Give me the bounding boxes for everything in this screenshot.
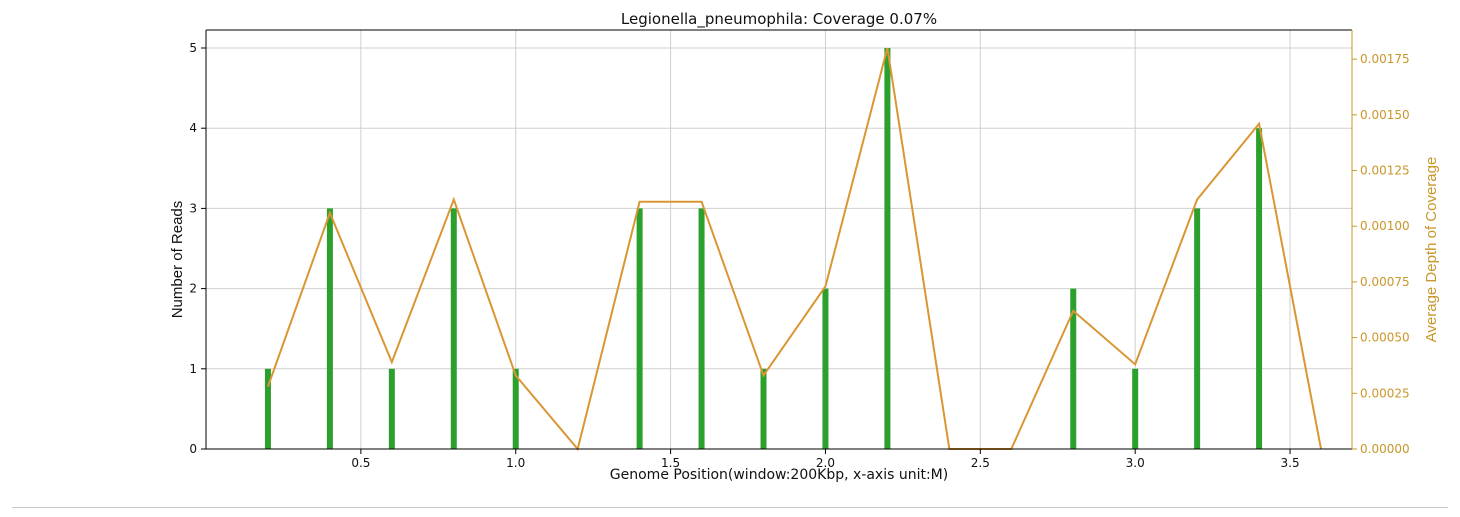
x-tick-label: 2.0: [816, 456, 835, 470]
y-tick-label: 4: [189, 121, 197, 135]
y2-tick-label: 0.00075: [1360, 275, 1410, 289]
bar: [388, 368, 395, 449]
y-tick-label: 1: [189, 362, 197, 376]
bar: [1194, 208, 1201, 449]
x-tick-label: 3.0: [1126, 456, 1145, 470]
bar: [884, 48, 891, 449]
y-tick-label: 0: [189, 442, 197, 456]
bar: [1256, 128, 1263, 449]
x-tick-label: 1.5: [661, 456, 680, 470]
bar: [512, 368, 519, 449]
bar: [1070, 288, 1077, 449]
bar: [326, 208, 333, 449]
bar: [264, 368, 271, 449]
x-tick-label: 1.0: [506, 456, 525, 470]
y2-tick-label: 0.00000: [1360, 442, 1410, 456]
y2-tick-label: 0.00050: [1360, 331, 1410, 345]
y2-tick-label: 0.00175: [1360, 52, 1410, 66]
x-tick-label: 3.5: [1281, 456, 1300, 470]
x-tick-label: 2.5: [971, 456, 990, 470]
y2-tick-label: 0.00025: [1360, 386, 1410, 400]
x-tick-label: 0.5: [351, 456, 370, 470]
bar: [450, 208, 457, 449]
y2-tick-label: 0.00125: [1360, 164, 1410, 178]
y-tick-label: 2: [189, 282, 197, 296]
x-axis-label: Genome Position(window:200Kbp, x-axis un…: [610, 467, 948, 483]
page-divider: [12, 507, 1448, 508]
depth-line: [267, 47, 1323, 452]
chart-title: Legionella_pneumophila: Coverage 0.07%: [621, 10, 937, 29]
y-axis-label: Number of Reads: [169, 201, 186, 319]
bar: [822, 288, 829, 449]
y2-tick-label: 0.00100: [1360, 219, 1410, 233]
bar: [1132, 368, 1139, 449]
y-tick-label: 3: [189, 201, 197, 215]
bar: [760, 368, 767, 449]
y2-tick-label: 0.00150: [1360, 108, 1410, 122]
y2-axis-label: Average Depth of Coverage: [1423, 157, 1440, 343]
bar: [636, 208, 643, 449]
bar: [698, 208, 705, 449]
y-tick-label: 5: [189, 41, 197, 55]
